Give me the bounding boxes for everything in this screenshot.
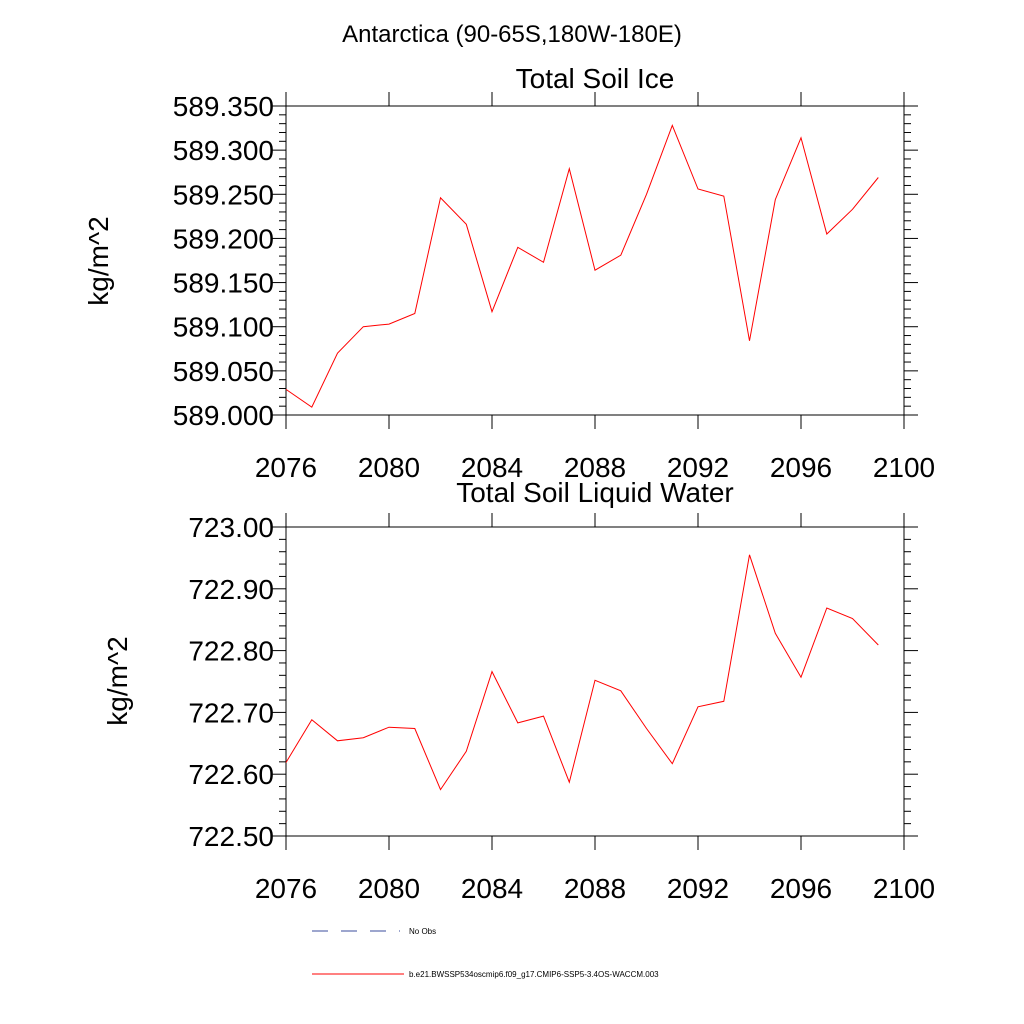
x-tick-label: 2088 [564, 873, 626, 904]
x-tick-label: 2080 [358, 452, 420, 483]
legend: No Obs b.e21.BWSSP534oscmip6.f09_g17.CMI… [312, 927, 659, 979]
y-tick-label: 722.70 [188, 697, 274, 728]
y-tick-label: 589.300 [173, 135, 274, 166]
x-tick-label: 2076 [255, 873, 317, 904]
legend-label: No Obs [409, 927, 436, 936]
x-tick-label: 2096 [770, 873, 832, 904]
y-tick-label: 722.80 [188, 636, 274, 667]
legend-entry-no-obs: No Obs [312, 927, 436, 936]
y-tick-label: 589.200 [173, 223, 274, 254]
y-axis-label: kg/m^2 [83, 216, 114, 305]
y-tick-label: 722.90 [188, 574, 274, 605]
y-axis: 589.000 589.050 589.100 589.150 589.200 589.2… [173, 91, 918, 431]
y-tick-label: 589.000 [173, 400, 274, 431]
y-tick-label: 589.250 [173, 179, 274, 210]
x-tick-label: 2092 [667, 873, 729, 904]
y-tick-label: 723.00 [188, 512, 274, 543]
y-tick-label: 589.050 [173, 356, 274, 387]
x-tick-label: 2076 [255, 452, 317, 483]
panel-total-soil-ice: Total Soil Ice kg/m^2 2076 2080 2084 2088 20… [83, 63, 935, 483]
y-tick-label: 589.350 [173, 91, 274, 122]
figure-title: Antarctica (90-65S,180W-180E) [342, 21, 682, 48]
panel-title: Total Soil Ice [516, 63, 675, 94]
panel-total-soil-liquid-water: Total Soil Liquid Water kg/m^2 2076 2080 2… [102, 477, 935, 904]
plot-frame [285, 105, 905, 416]
series-group [285, 554, 879, 791]
y-tick-label: 722.60 [188, 759, 274, 790]
x-tick-label: 2100 [873, 452, 935, 483]
y-tick-label: 722.50 [188, 821, 274, 852]
y-tick-label: 589.150 [173, 268, 274, 299]
x-tick-label: 2084 [461, 452, 523, 483]
x-tick-label: 2092 [667, 452, 729, 483]
series-line [285, 554, 879, 791]
x-axis: 2076 2080 2084 2088 2092 2096 2100 [255, 92, 935, 483]
x-tick-label: 2084 [461, 873, 523, 904]
x-tick-label: 2080 [358, 873, 420, 904]
legend-entry-model-run: b.e21.BWSSP534oscmip6.f09_g17.CMIP6-SSP5… [312, 970, 659, 979]
x-tick-label: 2096 [770, 452, 832, 483]
x-tick-label: 2100 [873, 873, 935, 904]
series-group [285, 124, 879, 408]
y-tick-label: 589.100 [173, 312, 274, 343]
x-axis: 2076 2080 2084 2088 2092 2096 2100 [255, 513, 935, 904]
legend-label: b.e21.BWSSP534oscmip6.f09_g17.CMIP6-SSP5… [409, 970, 659, 979]
panel-title: Total Soil Liquid Water [456, 477, 734, 508]
series-line [285, 124, 879, 408]
y-axis: 722.50 722.60 722.70 722.80 722.90 723.00 [188, 512, 918, 852]
y-axis-label: kg/m^2 [102, 636, 133, 725]
x-tick-label: 2088 [564, 452, 626, 483]
